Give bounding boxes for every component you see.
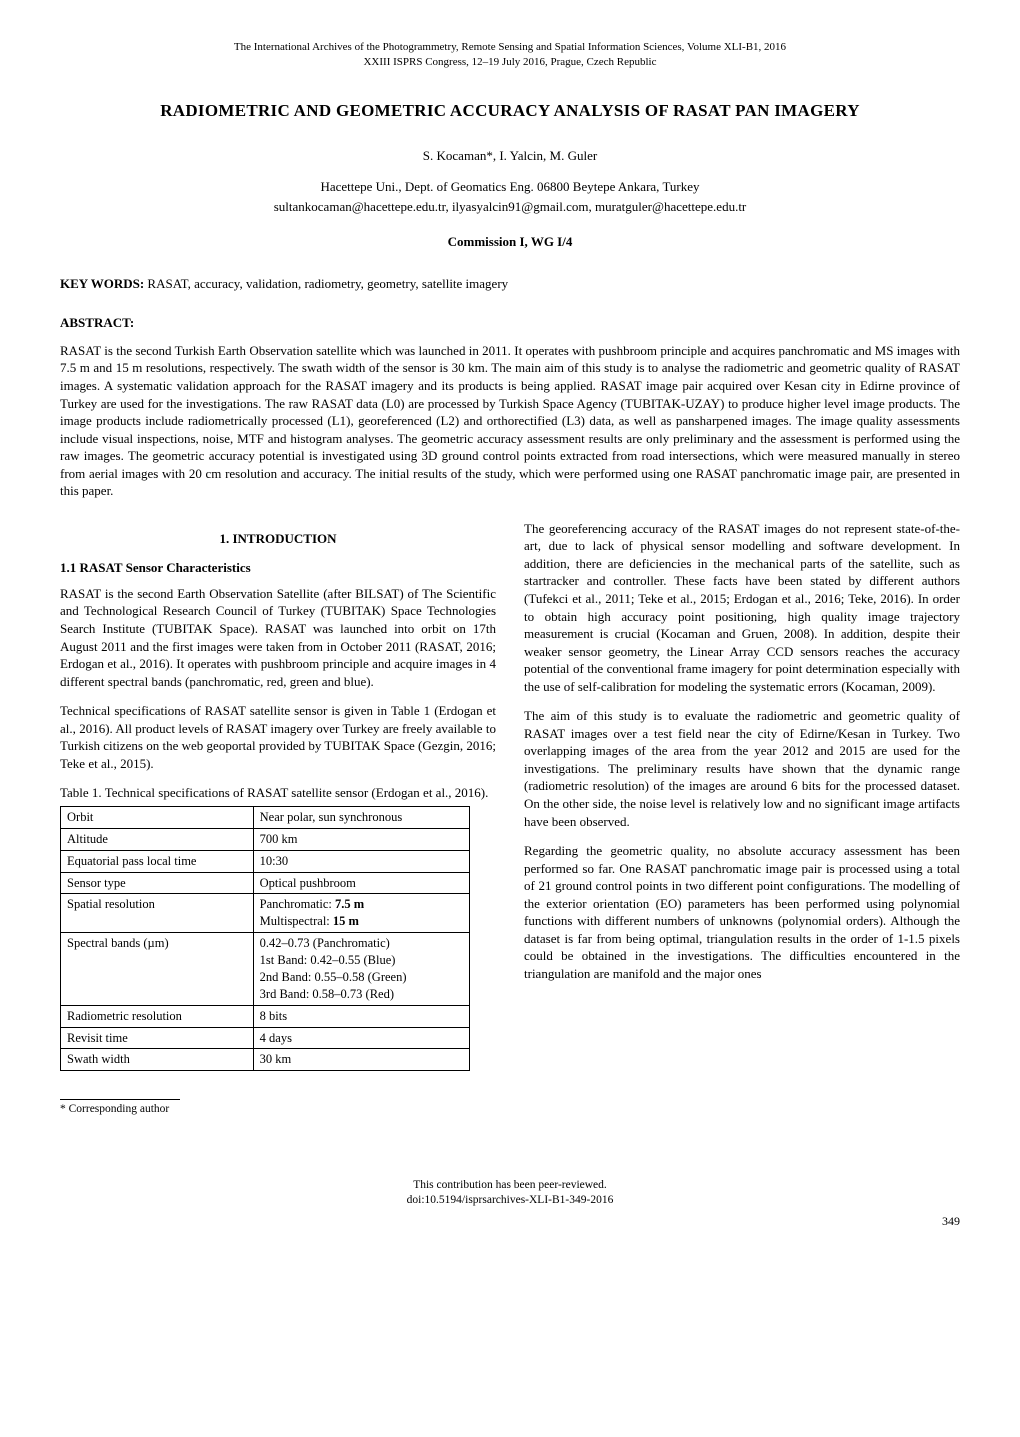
table-cell-value: 700 km <box>253 828 469 850</box>
table-row: Spatial resolutionPanchromatic: 7.5 mMul… <box>61 894 470 933</box>
footnote-rule <box>60 1099 180 1100</box>
table-cell-value: 4 days <box>253 1027 469 1049</box>
keywords-text: RASAT, accuracy, validation, radiometry,… <box>144 276 508 291</box>
table-row: OrbitNear polar, sun synchronous <box>61 806 470 828</box>
keywords: KEY WORDS: RASAT, accuracy, validation, … <box>60 275 960 293</box>
footer-line1: This contribution has been peer-reviewed… <box>60 1178 960 1194</box>
table-row: Swath width30 km <box>61 1049 470 1071</box>
page-number: 349 <box>60 1213 960 1229</box>
affiliation-line2: sultankocaman@hacettepe.edu.tr, ilyasyal… <box>60 198 960 216</box>
table-cell-key: Altitude <box>61 828 254 850</box>
table-cell-key: Sensor type <box>61 872 254 894</box>
right-p3: Regarding the geometric quality, no abso… <box>524 842 960 982</box>
corresponding-author-footnote: * Corresponding author <box>60 1102 496 1118</box>
header-line1: The International Archives of the Photog… <box>60 40 960 55</box>
table-cell-key: Spatial resolution <box>61 894 254 933</box>
right-p2: The aim of this study is to evaluate the… <box>524 707 960 830</box>
section-1-heading: 1. INTRODUCTION <box>60 530 496 548</box>
right-column: The georeferencing accuracy of the RASAT… <box>524 520 960 1118</box>
table-cell-key: Radiometric resolution <box>61 1005 254 1027</box>
table-cell-value: 8 bits <box>253 1005 469 1027</box>
table-cell-value: 0.42–0.73 (Panchromatic)1st Band: 0.42–0… <box>253 933 469 1006</box>
page-footer: This contribution has been peer-reviewed… <box>60 1178 960 1209</box>
left-column: 1. INTRODUCTION 1.1 RASAT Sensor Charact… <box>60 520 496 1118</box>
keywords-label: KEY WORDS: <box>60 276 144 291</box>
table-row: Spectral bands (µm)0.42–0.73 (Panchromat… <box>61 933 470 1006</box>
table-cell-value: 10:30 <box>253 850 469 872</box>
table-row: Radiometric resolution8 bits <box>61 1005 470 1027</box>
authors: S. Kocaman*, I. Yalcin, M. Guler <box>60 147 960 165</box>
affiliation-line1: Hacettepe Uni., Dept. of Geomatics Eng. … <box>60 178 960 196</box>
table-row: Sensor typeOptical pushbroom <box>61 872 470 894</box>
subsection-1-1-heading: 1.1 RASAT Sensor Characteristics <box>60 559 496 577</box>
abstract-text: RASAT is the second Turkish Earth Observ… <box>60 342 960 500</box>
table-cell-key: Spectral bands (µm) <box>61 933 254 1006</box>
abstract-label: ABSTRACT: <box>60 314 960 332</box>
table-cell-key: Equatorial pass local time <box>61 850 254 872</box>
footer-line2: doi:10.5194/isprsarchives-XLI-B1-349-201… <box>60 1193 960 1209</box>
table-row: Revisit time4 days <box>61 1027 470 1049</box>
table1-caption: Table 1. Technical specifications of RAS… <box>60 784 496 802</box>
table-cell-value: Panchromatic: 7.5 mMultispectral: 15 m <box>253 894 469 933</box>
table-cell-key: Orbit <box>61 806 254 828</box>
paper-title: RADIOMETRIC AND GEOMETRIC ACCURACY ANALY… <box>60 100 960 123</box>
table-cell-value: 30 km <box>253 1049 469 1071</box>
table-cell-value: Near polar, sun synchronous <box>253 806 469 828</box>
table-cell-value: Optical pushbroom <box>253 872 469 894</box>
table-row: Altitude700 km <box>61 828 470 850</box>
table1-specs: OrbitNear polar, sun synchronousAltitude… <box>60 806 470 1071</box>
right-p1: The georeferencing accuracy of the RASAT… <box>524 520 960 695</box>
conference-header: The International Archives of the Photog… <box>60 40 960 70</box>
left-p1: RASAT is the second Earth Observation Sa… <box>60 585 496 690</box>
table-cell-key: Swath width <box>61 1049 254 1071</box>
two-column-body: 1. INTRODUCTION 1.1 RASAT Sensor Charact… <box>60 520 960 1118</box>
header-line2: XXIII ISPRS Congress, 12–19 July 2016, P… <box>60 55 960 70</box>
table-cell-key: Revisit time <box>61 1027 254 1049</box>
left-p2: Technical specifications of RASAT satell… <box>60 702 496 772</box>
commission: Commission I, WG I/4 <box>60 233 960 251</box>
table-row: Equatorial pass local time10:30 <box>61 850 470 872</box>
